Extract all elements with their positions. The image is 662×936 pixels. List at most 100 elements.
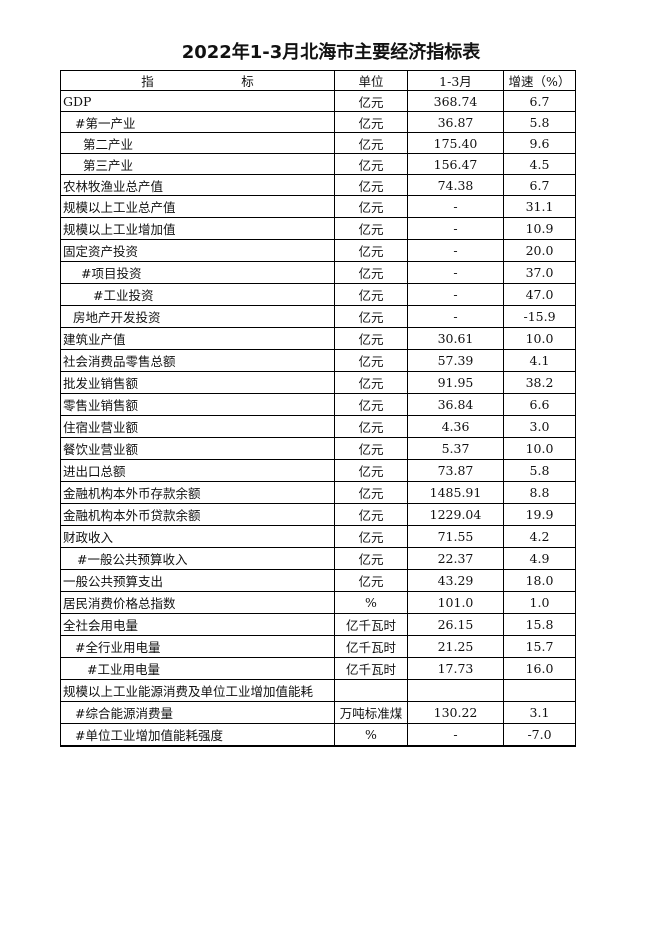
row-indicator: #综合能源消费量 <box>60 701 335 724</box>
row-value: - <box>407 283 504 306</box>
row-value: 1485.91 <box>407 481 504 504</box>
row-growth: 9.6 <box>503 132 576 154</box>
row-unit: 亿元 <box>334 569 408 592</box>
row-value: 5.37 <box>407 437 504 460</box>
row-growth: 18.0 <box>503 569 576 592</box>
row-indicator: 全社会用电量 <box>60 613 335 636</box>
row-value: - <box>407 305 504 328</box>
table-row: 第三产业 亿元 156.47 4.5 <box>60 153 576 175</box>
row-unit: 亿元 <box>334 195 408 218</box>
table-row: #第一产业 亿元 36.87 5.8 <box>60 111 576 133</box>
row-indicator: 第三产业 <box>60 153 335 175</box>
row-growth: 4.9 <box>503 547 576 570</box>
table-row: 一般公共预算支出 亿元 43.29 18.0 <box>60 569 576 592</box>
table-header-row: 指 标 单位 1-3月 增速（%） <box>60 70 576 91</box>
row-unit: 亿千瓦时 <box>334 635 408 658</box>
row-indicator: 居民消费价格总指数 <box>60 591 335 614</box>
row-value: 130.22 <box>407 701 504 724</box>
row-unit: 亿元 <box>334 525 408 548</box>
row-growth: 5.8 <box>503 111 576 133</box>
row-growth: 38.2 <box>503 371 576 394</box>
page-title: 2022年1-3月北海市主要经济指标表 <box>181 42 481 63</box>
row-value: 368.74 <box>407 90 504 112</box>
row-growth: 1.0 <box>503 591 576 614</box>
row-value: 30.61 <box>407 327 504 350</box>
row-unit: 亿元 <box>334 327 408 350</box>
row-unit: 亿元 <box>334 547 408 570</box>
row-growth: 15.7 <box>503 635 576 658</box>
row-unit: 亿元 <box>334 261 408 284</box>
row-indicator: #第一产业 <box>60 111 335 133</box>
row-indicator: 社会消费品零售总额 <box>60 349 335 372</box>
table-row: 财政收入 亿元 71.55 4.2 <box>60 525 576 548</box>
table-row: 住宿业营业额 亿元 4.36 3.0 <box>60 415 576 438</box>
row-unit: 亿千瓦时 <box>334 613 408 636</box>
row-unit: 亿元 <box>334 437 408 460</box>
table-row: #工业投资 亿元 -47.0 <box>60 283 576 306</box>
row-indicator: #工业投资 <box>60 283 335 306</box>
row-unit: 亿元 <box>334 239 408 262</box>
table-row: #一般公共预算收入 亿元 22.37 4.9 <box>60 547 576 570</box>
table-row: 全社会用电量 亿千瓦时 26.15 15.8 <box>60 613 576 636</box>
row-growth: 31.1 <box>503 195 576 218</box>
row-unit: 万吨标准煤 <box>334 701 408 724</box>
row-value: - <box>407 261 504 284</box>
row-value: 101.0 <box>407 591 504 614</box>
header-period: 1-3月 <box>407 70 504 91</box>
row-indicator: #项目投资 <box>60 261 335 284</box>
row-unit: 亿元 <box>334 111 408 133</box>
row-indicator: 一般公共预算支出 <box>60 569 335 592</box>
row-growth: 4.1 <box>503 349 576 372</box>
row-growth: 15.8 <box>503 613 576 636</box>
row-value: 36.87 <box>407 111 504 133</box>
row-value: 43.29 <box>407 569 504 592</box>
row-growth: 19.9 <box>503 503 576 526</box>
table-row: 规模以上工业能源消费及单位工业增加值能耗 <box>60 679 576 702</box>
row-value: 57.39 <box>407 349 504 372</box>
row-growth <box>503 679 576 702</box>
row-indicator: 固定资产投资 <box>60 239 335 262</box>
row-value: 21.25 <box>407 635 504 658</box>
row-indicator: 房地产开发投资 <box>60 305 335 328</box>
row-growth: 37.0 <box>503 261 576 284</box>
table-row: 规模以上工业总产值 亿元 -31.1 <box>60 195 576 218</box>
row-value: - <box>407 217 504 240</box>
indicator-table: 指 标 单位 1-3月 增速（%） GDP 亿元 368.74 6.7 #第一产业 亿元 3… <box>60 70 576 747</box>
row-unit: 亿元 <box>334 415 408 438</box>
row-indicator: 规模以上工业增加值 <box>60 217 335 240</box>
row-value: 36.84 <box>407 393 504 416</box>
row-unit: 亿元 <box>334 349 408 372</box>
row-value: 4.36 <box>407 415 504 438</box>
table-row: 批发业销售额 亿元 91.95 38.2 <box>60 371 576 394</box>
row-unit: 亿元 <box>334 90 408 112</box>
row-growth: 4.2 <box>503 525 576 548</box>
row-growth: 8.8 <box>503 481 576 504</box>
row-value: 26.15 <box>407 613 504 636</box>
table-row: GDP 亿元 368.74 6.7 <box>60 90 576 112</box>
row-value <box>407 679 504 702</box>
row-indicator: 金融机构本外币贷款余额 <box>60 503 335 526</box>
row-value: 91.95 <box>407 371 504 394</box>
row-indicator: 农林牧渔业总产值 <box>60 174 335 196</box>
row-unit: 亿元 <box>334 481 408 504</box>
row-growth: 5.8 <box>503 459 576 482</box>
table-row: 社会消费品零售总额 亿元 57.39 4.1 <box>60 349 576 372</box>
table-row: #综合能源消费量 万吨标准煤 130.22 3.1 <box>60 701 576 724</box>
row-unit: % <box>334 723 408 747</box>
row-value: 71.55 <box>407 525 504 548</box>
row-growth: 47.0 <box>503 283 576 306</box>
table-row: 金融机构本外币贷款余额 亿元 1229.04 19.9 <box>60 503 576 526</box>
table-row: 居民消费价格总指数% 101.0 1.0 <box>60 591 576 614</box>
row-unit: 亿元 <box>334 459 408 482</box>
row-growth: 6.6 <box>503 393 576 416</box>
row-unit: 亿元 <box>334 174 408 196</box>
table-row: #项目投资 亿元 -37.0 <box>60 261 576 284</box>
table-row: 进出口总额 亿元 73.87 5.8 <box>60 459 576 482</box>
table-row: 餐饮业营业额 亿元 5.37 10.0 <box>60 437 576 460</box>
table-row: 房地产开发投资 亿元 - -15.9 <box>60 305 576 328</box>
row-growth: 3.0 <box>503 415 576 438</box>
table-row: 规模以上工业增加值 亿元 -10.9 <box>60 217 576 240</box>
row-unit: 亿元 <box>334 217 408 240</box>
row-value: - <box>407 239 504 262</box>
row-growth: -7.0 <box>503 723 576 747</box>
